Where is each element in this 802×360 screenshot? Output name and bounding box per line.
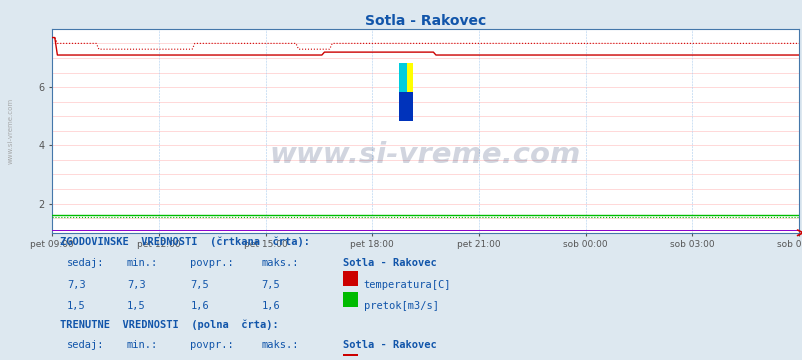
- Text: 7,3: 7,3: [127, 280, 145, 290]
- Text: maks.:: maks.:: [261, 340, 298, 350]
- Text: pretok[m3/s]: pretok[m3/s]: [363, 301, 438, 311]
- Text: sedaj:: sedaj:: [67, 257, 104, 267]
- Text: 7,5: 7,5: [190, 280, 209, 290]
- Bar: [343, 354, 358, 360]
- Text: maks.:: maks.:: [261, 257, 298, 267]
- Text: Sotla - Rakovec: Sotla - Rakovec: [343, 340, 436, 350]
- Bar: [399, 63, 407, 92]
- Text: povpr.:: povpr.:: [190, 257, 234, 267]
- Text: 7,5: 7,5: [261, 280, 280, 290]
- Text: 7,3: 7,3: [67, 280, 86, 290]
- Text: www.si-vreme.com: www.si-vreme.com: [269, 141, 581, 169]
- Text: TRENUTNE  VREDNOSTI  (polna  črta):: TRENUTNE VREDNOSTI (polna črta):: [59, 319, 278, 330]
- Bar: [399, 92, 412, 121]
- Text: 1,5: 1,5: [67, 301, 86, 311]
- Text: www.si-vreme.com: www.si-vreme.com: [8, 98, 14, 164]
- Text: min.:: min.:: [127, 257, 158, 267]
- Text: povpr.:: povpr.:: [190, 340, 234, 350]
- Text: 1,6: 1,6: [261, 301, 280, 311]
- Title: Sotla - Rakovec: Sotla - Rakovec: [365, 14, 485, 28]
- Text: 1,6: 1,6: [190, 301, 209, 311]
- Text: temperatura[C]: temperatura[C]: [363, 280, 451, 290]
- Bar: [399, 63, 412, 121]
- Text: Sotla - Rakovec: Sotla - Rakovec: [343, 257, 436, 267]
- Text: ZGODOVINSKE  VREDNOSTI  (črtkana  črta):: ZGODOVINSKE VREDNOSTI (črtkana črta):: [59, 237, 310, 247]
- Bar: [343, 271, 358, 286]
- Text: min.:: min.:: [127, 340, 158, 350]
- Text: sedaj:: sedaj:: [67, 340, 104, 350]
- Text: 1,5: 1,5: [127, 301, 145, 311]
- Bar: [343, 292, 358, 307]
